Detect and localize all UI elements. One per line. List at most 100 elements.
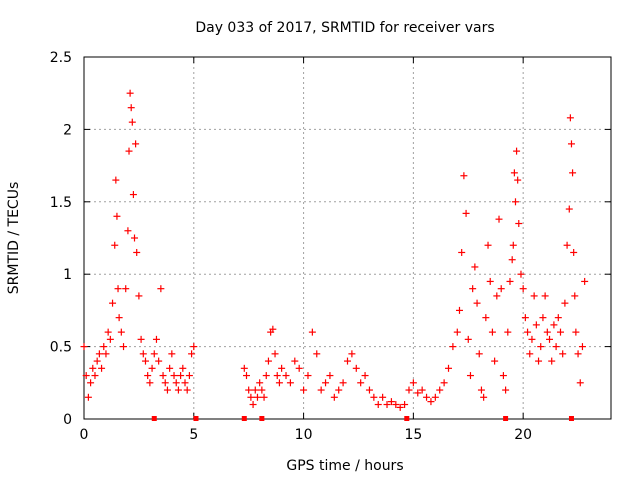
data-point <box>132 140 140 148</box>
data-point <box>552 343 560 351</box>
data-point <box>509 241 517 249</box>
data-point <box>111 241 119 249</box>
data-point <box>427 398 435 406</box>
data-point <box>486 277 494 285</box>
data-point <box>313 350 321 358</box>
data-point <box>405 386 413 394</box>
data-point <box>499 372 507 380</box>
gap-marker <box>404 416 410 421</box>
data-point <box>181 379 189 387</box>
x-tick-label: 0 <box>80 427 89 443</box>
y-tick-label: 2 <box>63 122 72 138</box>
grid <box>84 57 611 419</box>
x-tick-label: 15 <box>404 427 422 443</box>
x-tick-label: 10 <box>295 427 313 443</box>
data-point <box>567 140 575 148</box>
data-point <box>559 350 567 358</box>
data-point <box>550 321 558 329</box>
data-point <box>129 191 137 199</box>
data-point <box>304 372 312 380</box>
data-point <box>335 386 343 394</box>
gap-marker <box>193 416 199 421</box>
data-point <box>117 328 125 336</box>
data-point <box>322 379 330 387</box>
data-point <box>517 270 525 278</box>
data-point <box>445 364 453 372</box>
gap-marker <box>568 416 574 421</box>
data-point <box>179 364 187 372</box>
data-point <box>480 393 488 401</box>
data-point <box>440 379 448 387</box>
data-point <box>539 314 547 322</box>
gap-marker <box>151 416 157 421</box>
y-tick-label: 0.5 <box>50 340 72 356</box>
data-point <box>431 393 439 401</box>
data-point <box>477 386 485 394</box>
data-point <box>271 350 279 358</box>
data-point <box>245 386 253 394</box>
data-point <box>273 372 281 380</box>
data-point <box>249 401 257 409</box>
data-point <box>530 292 538 300</box>
data-point <box>317 386 325 394</box>
data-point <box>139 350 147 358</box>
data-point <box>330 393 338 401</box>
data-point <box>464 335 472 343</box>
data-point <box>170 372 178 380</box>
data-point <box>93 357 101 365</box>
data-point <box>563 241 571 249</box>
data-point <box>578 343 586 351</box>
data-point <box>264 357 272 365</box>
data-point <box>491 357 499 365</box>
y-axis-label: SRMTID / TECUs <box>6 182 22 295</box>
data-point <box>571 292 579 300</box>
data-point <box>466 372 474 380</box>
data-point <box>548 357 556 365</box>
data-point <box>513 147 521 155</box>
data-point <box>348 350 356 358</box>
data-point <box>98 364 106 372</box>
data-point <box>514 176 522 184</box>
data-point <box>286 379 294 387</box>
x-tick-labels: 0 5 10 15 20 <box>80 427 533 443</box>
data-point <box>455 306 463 314</box>
data-point <box>482 314 490 322</box>
data-point <box>137 335 145 343</box>
data-point <box>326 372 334 380</box>
data-point <box>570 248 578 256</box>
gap-marker <box>241 416 247 421</box>
data-point <box>572 328 580 336</box>
data-point <box>258 386 266 394</box>
data-point <box>576 379 584 387</box>
data-point <box>554 314 562 322</box>
data-point <box>436 386 444 394</box>
data-point <box>495 215 503 223</box>
data-point <box>89 364 97 372</box>
data-point <box>396 403 404 411</box>
data-point <box>300 386 308 394</box>
data-point <box>251 386 259 394</box>
data-point <box>127 104 135 112</box>
data-point <box>114 285 122 293</box>
data-point <box>253 393 261 401</box>
gap-marker <box>503 416 509 421</box>
data-point <box>449 343 457 351</box>
data-point <box>190 343 198 351</box>
data-gap-markers <box>151 416 574 421</box>
data-point <box>502 386 510 394</box>
data-point <box>546 335 554 343</box>
data-point <box>282 372 290 380</box>
data-point <box>269 325 277 333</box>
data-point <box>352 364 360 372</box>
data-point <box>240 364 248 372</box>
data-point <box>521 314 529 322</box>
data-point <box>163 386 171 394</box>
data-point <box>308 328 316 336</box>
data-point <box>135 292 143 300</box>
data-point <box>365 386 373 394</box>
data-point <box>155 357 163 365</box>
data-point <box>84 393 92 401</box>
data-point <box>120 343 128 351</box>
data-point <box>569 169 577 177</box>
